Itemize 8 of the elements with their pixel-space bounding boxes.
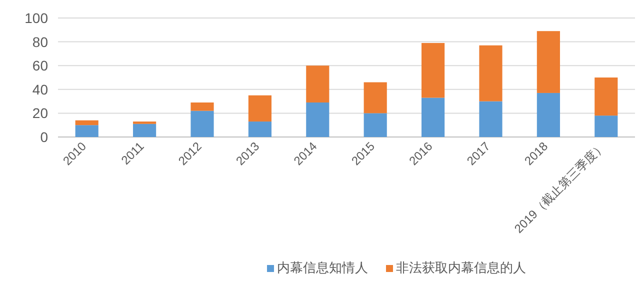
- y-tick-label: 20: [32, 105, 48, 122]
- y-tick-label: 80: [32, 34, 48, 50]
- y-tick-label: 40: [32, 81, 48, 98]
- legend-label: 内幕信息知情人: [277, 260, 368, 275]
- legend-label: 非法获取内幕信息的人: [396, 260, 526, 275]
- y-tick-label: 100: [24, 10, 48, 26]
- y-tick-label: 60: [32, 58, 48, 74]
- y-tick-label: 0: [40, 129, 48, 145]
